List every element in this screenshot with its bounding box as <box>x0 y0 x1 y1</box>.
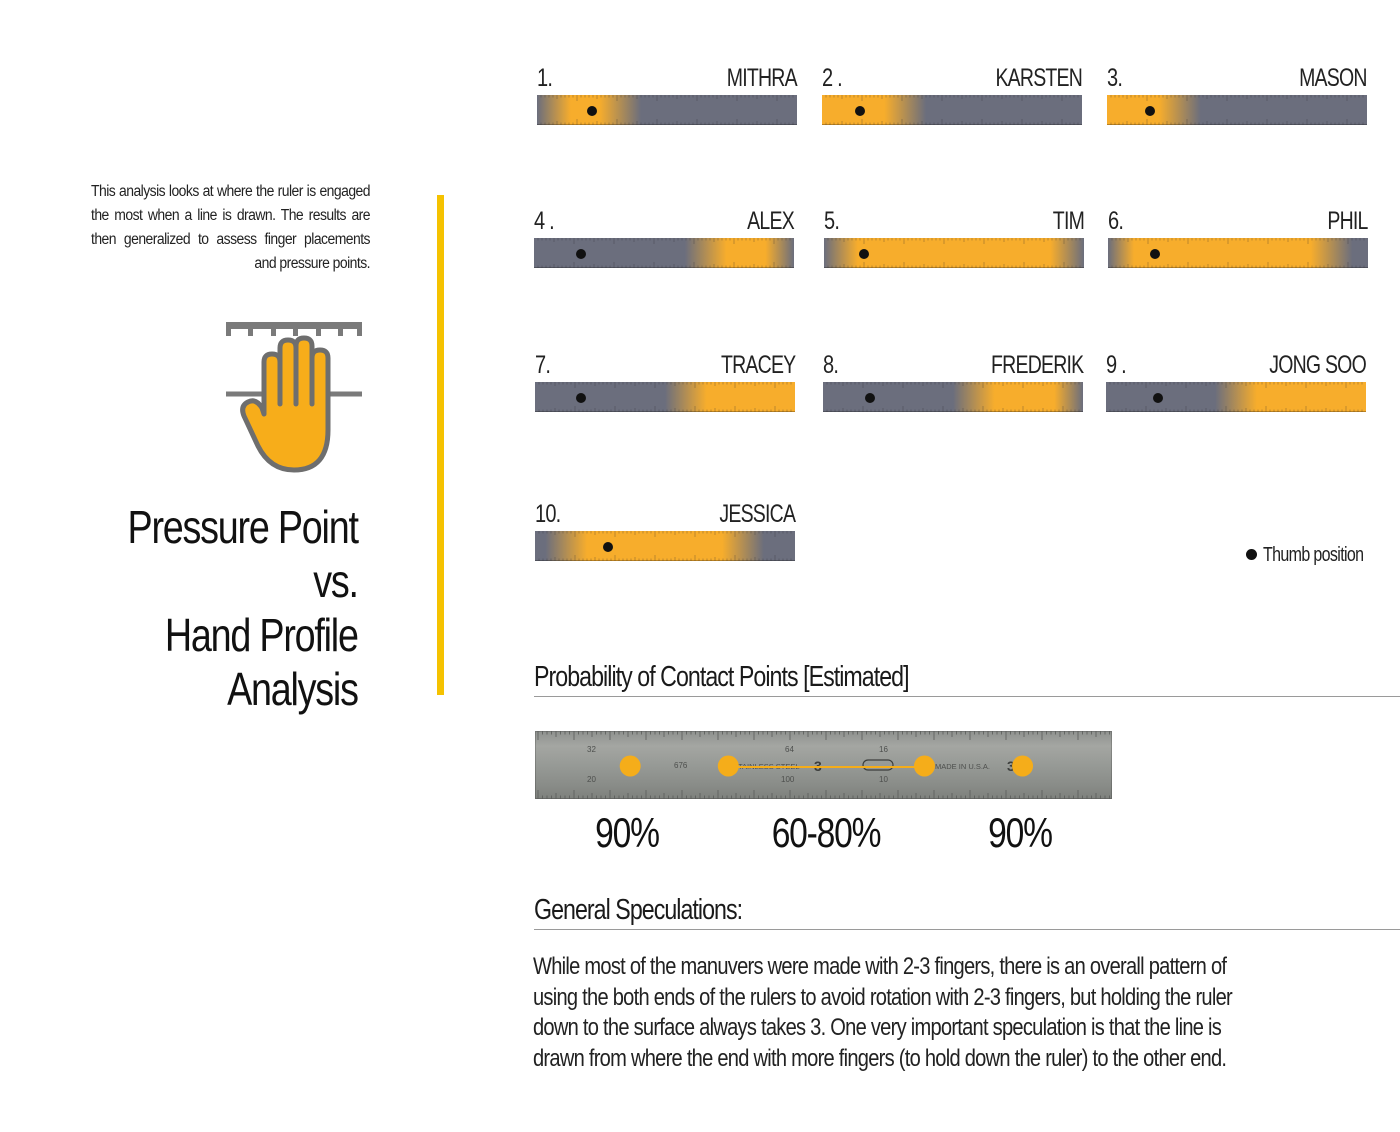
profile-number: 6. <box>1108 207 1124 235</box>
ruler-marking: 100 <box>781 775 795 784</box>
profile-number: 4 . <box>534 207 555 235</box>
profile-name: KARSTEN <box>995 64 1082 92</box>
probability-heading: Probability of Contact Points [Estimated… <box>534 661 910 693</box>
ruler-ticks <box>827 238 1081 268</box>
profile-name: TRACEY <box>720 351 796 379</box>
ruler-marking: 3 <box>1007 758 1015 774</box>
thumb-position-marker <box>864 393 875 403</box>
probability-label: 60-80% <box>772 809 882 856</box>
thumb-position-marker <box>1153 393 1163 403</box>
ruler-logo-emblem <box>862 759 894 771</box>
thumb-dot-icon <box>1246 549 1257 560</box>
hand-on-ruler-icon <box>226 322 362 473</box>
accent-divider <box>437 195 444 695</box>
profile-number: 1. <box>537 64 553 92</box>
ruler-ticks <box>1111 238 1365 268</box>
title-line-1: Pressure Point <box>127 501 359 553</box>
profile-name: ALEX <box>747 207 795 235</box>
ruler-marking: 20 <box>587 775 596 784</box>
title-line-3: Hand Profile <box>165 609 359 661</box>
profile-name: MASON <box>1299 64 1367 92</box>
ruler-ticks <box>825 95 1079 125</box>
profile-number: 5. <box>824 207 840 235</box>
pressure-ruler <box>1107 95 1367 125</box>
profile-name: FREDERIK <box>990 351 1084 379</box>
profile-name: JESSICA <box>719 500 796 528</box>
probability-rule <box>534 696 1400 697</box>
ruler-marking: 64 <box>785 745 794 754</box>
contact-point-dot <box>913 755 935 777</box>
profile-number: 3. <box>1107 64 1123 92</box>
profile-name: JONG SOO <box>1269 351 1366 379</box>
intro-text: This analysis looks at where the ruler i… <box>91 183 371 272</box>
contact-ruler-graphic: 32 64 16 20 676 100 10 3 3 STAINLESS STE… <box>537 731 1110 799</box>
ruler-ticks <box>538 382 792 412</box>
ruler-ticks <box>540 95 794 125</box>
thumb-position-marker <box>1144 106 1155 116</box>
thumb-position-marker <box>602 542 613 552</box>
probability-label: 90% <box>595 809 660 856</box>
ruler-marking: 676 <box>674 761 688 770</box>
pressure-ruler <box>537 95 797 125</box>
pressure-ruler <box>824 238 1084 268</box>
speculations-body: While most of the manuvers were made wit… <box>533 953 1233 1072</box>
profile-card: 10. JESSICA <box>535 499 796 561</box>
speculations-heading: General Speculations: <box>534 894 743 926</box>
thumb-position-marker <box>575 249 586 259</box>
profile-name: TIM <box>1052 207 1085 235</box>
contact-point-dot <box>717 755 739 777</box>
thumb-position-marker <box>575 393 586 403</box>
profile-number: 8. <box>823 351 839 379</box>
ruler-ticks <box>1110 95 1364 125</box>
thumb-position-marker <box>854 106 865 116</box>
legend-label: Thumb position <box>1263 544 1364 566</box>
ruler-ticks <box>537 731 1110 799</box>
profile-number: 2 . <box>822 64 843 92</box>
profile-card: 7. TRACEY <box>535 350 796 412</box>
title-line-4: Analysis <box>227 663 359 715</box>
pressure-ruler <box>823 382 1083 412</box>
ruler-marking: MADE IN U.S.A. <box>935 762 990 771</box>
pressure-ruler <box>822 95 1082 125</box>
pressure-ruler <box>535 531 795 561</box>
speculations-rule <box>534 929 1400 930</box>
pressure-ruler <box>534 238 794 268</box>
thumb-position-marker <box>859 249 870 259</box>
profile-card: 2 . KARSTEN <box>822 63 1083 125</box>
profile-card: 1. MITHRA <box>537 63 798 125</box>
ruler-marking: 10 <box>879 775 888 784</box>
pressure-ruler <box>1108 238 1368 268</box>
profile-name: PHIL <box>1327 207 1369 235</box>
profile-card: 9 . JONG SOO <box>1106 350 1367 412</box>
contact-point-dot <box>619 755 641 777</box>
ruler-ticks <box>1109 382 1363 412</box>
probability-label: 90% <box>987 809 1053 856</box>
profile-card: 5. TIM <box>824 206 1085 268</box>
ruler-ticks <box>826 382 1080 412</box>
contact-point-dot <box>1012 755 1034 777</box>
thumb-position-marker <box>1149 249 1160 259</box>
ruler-marking: 32 <box>587 745 596 754</box>
title-line-2: vs. <box>313 555 359 607</box>
profile-number: 7. <box>535 351 551 379</box>
thumb-position-marker <box>586 106 597 116</box>
profile-name: MITHRA <box>726 64 798 92</box>
profile-number: 9 . <box>1106 351 1127 379</box>
contact-ruler: 32 64 16 20 676 100 10 3 3 STAINLESS STE… <box>535 731 1112 799</box>
profile-number: 10. <box>535 500 561 528</box>
profile-card: 6. PHIL <box>1108 206 1369 268</box>
ruler-ticks <box>537 238 791 268</box>
profile-card: 8. FREDERIK <box>823 350 1084 412</box>
ruler-ticks <box>538 531 792 561</box>
pressure-ruler <box>1106 382 1366 412</box>
page-title: Pressure Point vs. Hand Profile Analysis <box>127 500 359 716</box>
pressure-ruler <box>535 382 795 412</box>
profile-card: 3. MASON <box>1107 63 1368 125</box>
profile-card: 4 . ALEX <box>534 206 795 268</box>
ruler-marking: 16 <box>879 745 888 754</box>
